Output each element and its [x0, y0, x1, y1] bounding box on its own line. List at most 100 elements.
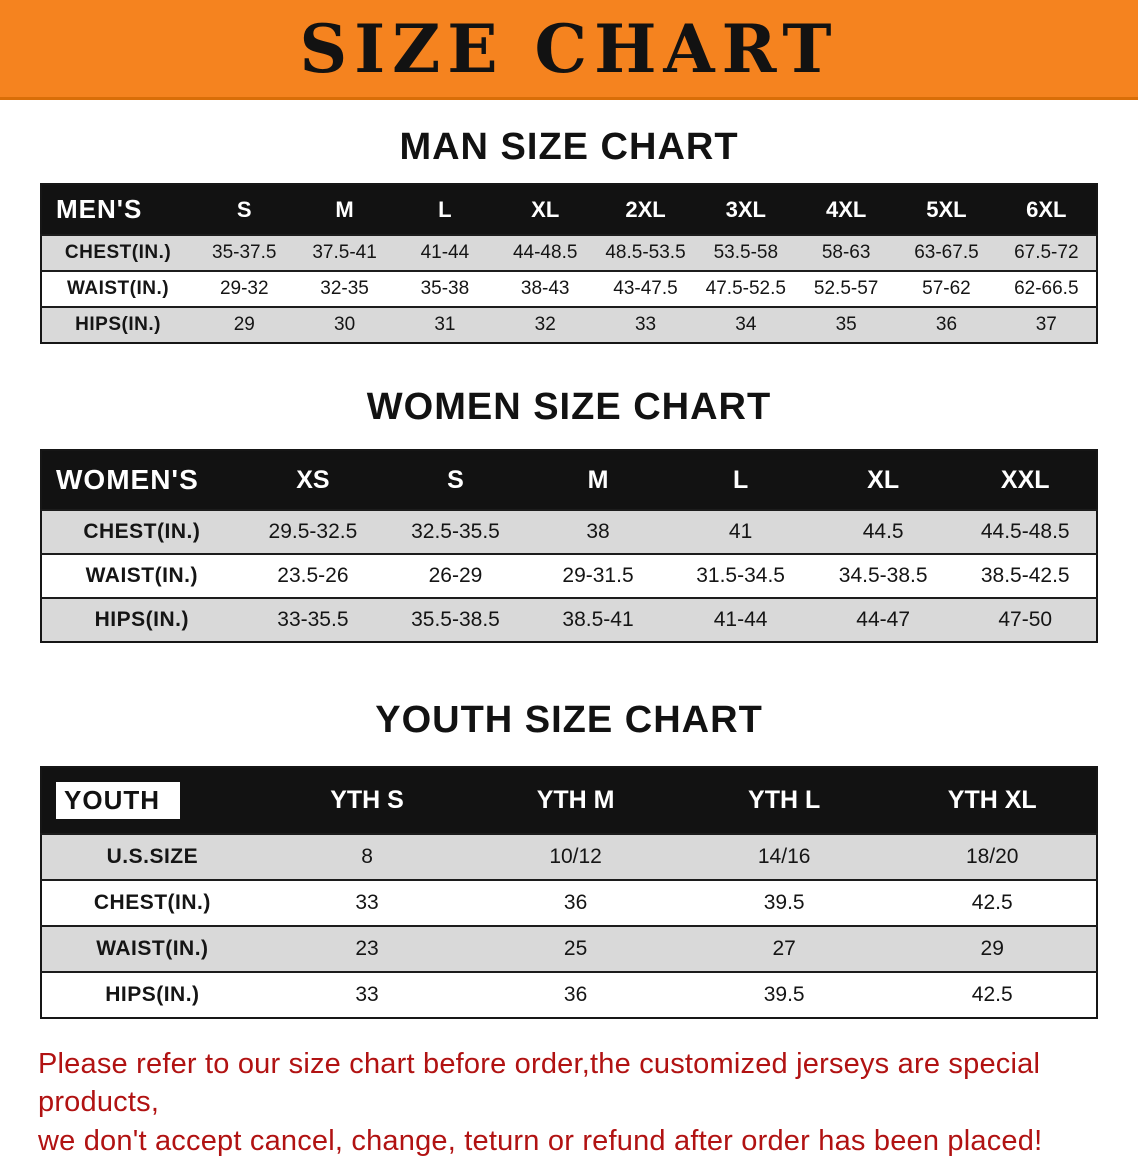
measurement-value: 33-35.5: [241, 597, 385, 642]
measurement-value: 62-66.5: [996, 270, 1097, 307]
youth-section-heading: YOUTH SIZE CHART: [375, 699, 763, 741]
disclaimer: Please refer to our size chart before or…: [38, 1045, 1100, 1160]
size-header-label: S: [447, 465, 464, 494]
measurement-row: CHEST(IN.) 35-37.5 37.5-41 41-44 44-48.5 48.5…: [41, 234, 1097, 271]
table-title-label: YOUTH: [56, 782, 180, 819]
measurement-label: CHEST(IN.): [41, 879, 263, 926]
measurement-value: 35.5-38.5: [384, 597, 527, 642]
men-size-section: MAN SIZE CHART MEN'S S M L XL 2XL 3XL 4XL 5XL 6XL…: [0, 126, 1138, 344]
disclaimer-line-1: Please refer to our size chart before or…: [38, 1048, 1041, 1119]
size-header-cell: L: [669, 450, 812, 510]
measurement-value: 23: [262, 925, 472, 972]
measurement-value: 44-48.5: [495, 234, 596, 271]
size-table-header-row: YOUTH YTH S YTH M YTH L YTH XL: [41, 767, 1097, 834]
table-title-label: MEN'S: [56, 194, 143, 224]
size-header-cell: 6XL: [996, 184, 1097, 235]
measurement-value: 48.5-53.5: [595, 234, 696, 271]
size-header-cell: XL: [495, 184, 596, 235]
measurement-label: HIPS(IN.): [41, 971, 263, 1018]
measurement-value: 18/20: [888, 833, 1097, 880]
size-header-label: 4XL: [825, 196, 867, 222]
measurement-value: 29.5-32.5: [241, 509, 385, 554]
measurement-value: 44.5: [811, 509, 955, 554]
size-header-cell: L: [394, 184, 496, 235]
women-size-table: WOMEN'S XS S M L XL XXL CHEST(IN.) 29.5-32.5 32.5…: [40, 449, 1098, 643]
measurement-label: HIPS(IN.): [41, 597, 242, 642]
measurement-value: 42.5: [888, 879, 1097, 926]
size-header-label: S: [236, 196, 252, 222]
measurement-label: WAIST(IN.): [41, 270, 195, 307]
size-header-label: M: [587, 465, 609, 494]
measurement-row: WAIST(IN.) 23 25 27 29: [41, 925, 1097, 972]
measurement-value: 41: [669, 509, 812, 554]
size-header-cell: XS: [241, 450, 385, 510]
measurement-label: WAIST(IN.): [41, 553, 242, 598]
measurement-value: 10/12: [471, 833, 680, 880]
size-header-label: YTH S: [330, 786, 404, 814]
size-table-header-row: WOMEN'S XS S M L XL XXL: [41, 450, 1097, 510]
measurement-row: HIPS(IN.) 29 30 31 32 33 34 35 36 37: [41, 306, 1097, 343]
size-header-cell: 3XL: [695, 184, 796, 235]
measurement-value: 34: [695, 306, 796, 343]
size-header-label: M: [335, 196, 354, 222]
size-header-cell: M: [294, 184, 395, 235]
women-section-heading: WOMEN SIZE CHART: [366, 386, 772, 428]
measurement-value: 53.5-58: [695, 234, 796, 271]
youth-size-section: YOUTH SIZE CHART YOUTH YTH S YTH M YTH L YTH…: [0, 699, 1138, 1019]
men-size-table: MEN'S S M L XL 2XL 3XL 4XL 5XL 6XL CHEST(IN.) 35-37…: [40, 183, 1098, 344]
size-header-cell: YTH M: [471, 767, 680, 834]
table-title-cell: WOMEN'S: [41, 450, 242, 510]
measurement-row: CHEST(IN.) 29.5-32.5 32.5-35.5 38 41 44.5 44.5…: [41, 509, 1097, 554]
table-title-cell: YOUTH: [41, 767, 263, 834]
size-table-header-row: MEN'S S M L XL 2XL 3XL 4XL 5XL 6XL: [41, 184, 1097, 235]
measurement-label: CHEST(IN.): [41, 234, 195, 271]
measurement-value: 39.5: [679, 971, 889, 1018]
size-header-cell: YTH L: [679, 767, 889, 834]
size-header-label: YTH M: [536, 786, 615, 814]
measurement-label: CHEST(IN.): [41, 509, 242, 554]
measurement-value: 37.5-41: [294, 234, 395, 271]
size-header-label: L: [438, 196, 452, 222]
measurement-value: 63-67.5: [896, 234, 997, 271]
measurement-value: 38: [526, 509, 670, 554]
measurement-value: 36: [471, 879, 680, 926]
measurement-value: 47.5-52.5: [695, 270, 796, 307]
measurement-value: 35-37.5: [194, 234, 295, 271]
measurement-value: 34.5-38.5: [811, 553, 955, 598]
size-header-cell: S: [384, 450, 527, 510]
size-header-label: YTH XL: [947, 786, 1037, 814]
measurement-row: HIPS(IN.) 33-35.5 35.5-38.5 38.5-41 41-44 44-…: [41, 597, 1097, 642]
table-title-label: WOMEN'S: [56, 464, 199, 495]
measurement-value: 27: [679, 925, 889, 972]
measurement-value: 38-43: [495, 270, 596, 307]
men-section-heading: MAN SIZE CHART: [399, 126, 739, 168]
measurement-value: 38.5-41: [526, 597, 670, 642]
measurement-row: WAIST(IN.) 29-32 32-35 35-38 38-43 43-47.5 47.…: [41, 270, 1097, 307]
measurement-value: 29-31.5: [526, 553, 670, 598]
size-header-cell: YTH S: [262, 767, 472, 834]
size-header-cell: M: [526, 450, 670, 510]
measurement-value: 38.5-42.5: [954, 553, 1097, 598]
measurement-value: 42.5: [888, 971, 1097, 1018]
measurement-row: WAIST(IN.) 23.5-26 26-29 29-31.5 31.5-34.5 34…: [41, 553, 1097, 598]
banner: SIZE CHART: [0, 0, 1138, 100]
size-header-cell: 5XL: [896, 184, 997, 235]
measurement-value: 52.5-57: [795, 270, 897, 307]
measurement-value: 36: [896, 306, 997, 343]
size-header-label: XL: [531, 196, 560, 222]
size-header-label: 2XL: [625, 196, 666, 222]
measurement-value: 47-50: [954, 597, 1097, 642]
size-header-label: XL: [867, 465, 900, 494]
size-header-label: 6XL: [1026, 196, 1067, 222]
measurement-value: 29-32: [194, 270, 295, 307]
measurement-value: 32-35: [294, 270, 395, 307]
measurement-value: 29: [194, 306, 295, 343]
size-header-cell: 2XL: [595, 184, 696, 235]
measurement-value: 32: [495, 306, 596, 343]
measurement-row: HIPS(IN.) 33 36 39.5 42.5: [41, 971, 1097, 1018]
size-header-label: 5XL: [926, 196, 967, 222]
measurement-row: U.S.SIZE 8 10/12 14/16 18/20: [41, 833, 1097, 880]
size-header-label: YTH L: [748, 786, 821, 814]
measurement-value: 14/16: [679, 833, 889, 880]
